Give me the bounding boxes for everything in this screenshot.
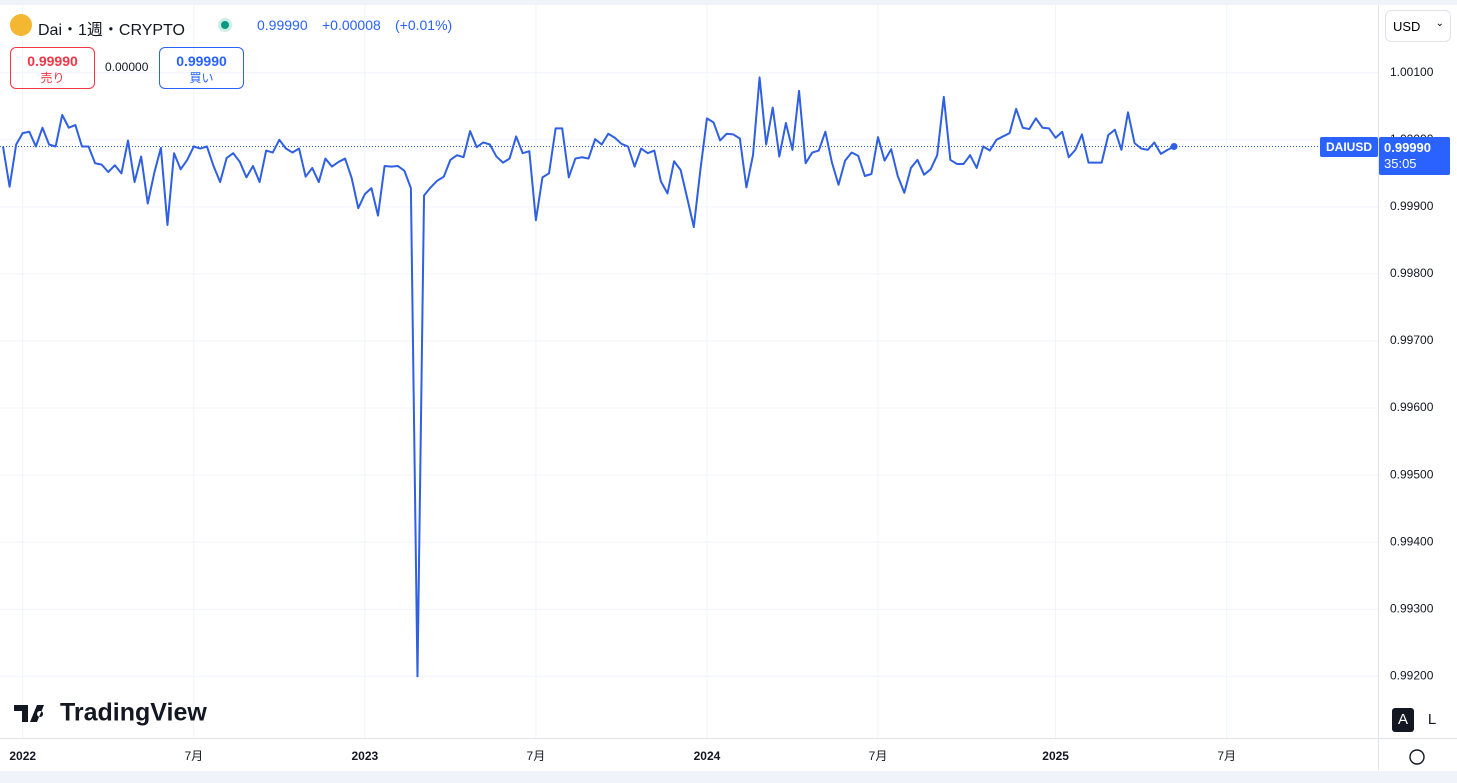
- brand-text: TradingView: [60, 699, 207, 727]
- y-tick-label: 0.99800: [1390, 266, 1434, 280]
- market-status: [218, 18, 232, 32]
- x-tick-label: 2022: [9, 749, 36, 763]
- symbol-tag: DAIUSD: [1320, 137, 1378, 157]
- price-tag: 0.99990 35:05: [1379, 137, 1450, 175]
- log-label[interactable]: L: [1428, 711, 1436, 728]
- auto-button[interactable]: [1392, 708, 1414, 732]
- y-tick-label: 0.99700: [1390, 333, 1434, 347]
- bottom-strip: [0, 771, 1457, 783]
- brand-logo: [14, 705, 44, 722]
- settings-icon[interactable]: [1409, 749, 1425, 765]
- y-tick-label: 0.99500: [1390, 467, 1434, 481]
- x-tick-label: 7月: [527, 749, 546, 763]
- sell-price: 0.99990: [27, 53, 78, 69]
- price-change: +0.00008: [322, 17, 381, 33]
- symbol-title: Dai・1週・CRYPTO: [38, 22, 186, 39]
- y-tick-label: 0.99600: [1390, 400, 1434, 414]
- price-change-pct: (+0.01%): [395, 17, 453, 33]
- coin-icon: [10, 14, 32, 36]
- top-strip: [0, 0, 1457, 5]
- x-tick-label: 7月: [869, 749, 888, 763]
- buy-price: 0.99990: [176, 53, 227, 69]
- x-tick-label: 2025: [1042, 749, 1069, 763]
- auto-label: A: [1398, 711, 1408, 728]
- y-tick-label: 0.99300: [1390, 601, 1434, 615]
- last-price: 0.99990: [257, 17, 308, 33]
- x-tick-label: 2024: [694, 749, 721, 763]
- x-tick-label: 7月: [1217, 749, 1236, 763]
- grid: [0, 5, 1378, 738]
- currency: USD: [1393, 19, 1421, 34]
- y-tick-label: 0.99200: [1390, 668, 1434, 682]
- spread: 0.00000: [105, 60, 149, 74]
- currency-select[interactable]: USD ⌄: [1385, 10, 1451, 42]
- price-tag-value: 0.99990: [1384, 140, 1431, 155]
- x-tick-label: 2023: [351, 749, 378, 763]
- x-tick-label: 7月: [184, 749, 203, 763]
- chevron: ⌄: [1435, 18, 1444, 29]
- buy-label: 買い: [189, 71, 214, 85]
- price-line: [2, 76, 1175, 678]
- countdown: 35:05: [1384, 156, 1417, 171]
- plot: [0, 76, 1378, 678]
- market-dot: [221, 21, 229, 29]
- y-tick-label: 0.99400: [1390, 534, 1434, 548]
- sell-label: 売り: [40, 71, 65, 85]
- y-tick-label: 1.00100: [1390, 65, 1434, 79]
- last-point: [1170, 143, 1178, 151]
- y-tick-label: 0.99900: [1390, 199, 1434, 213]
- buy-button[interactable]: 0.99990 買い: [159, 47, 244, 89]
- sell-button[interactable]: 0.99990 売り: [10, 47, 95, 89]
